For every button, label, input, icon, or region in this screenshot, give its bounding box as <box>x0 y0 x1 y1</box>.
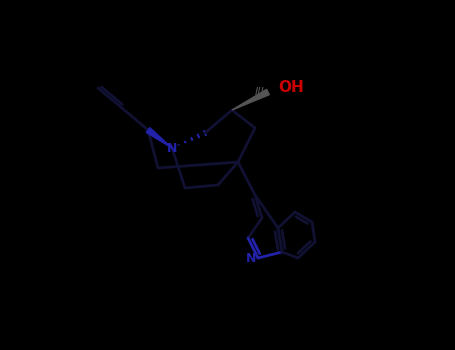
Polygon shape <box>146 128 172 148</box>
Text: N: N <box>167 142 177 155</box>
Text: N: N <box>246 252 256 266</box>
Text: III: III <box>254 87 264 97</box>
Polygon shape <box>232 89 269 110</box>
Text: OH: OH <box>278 80 304 96</box>
